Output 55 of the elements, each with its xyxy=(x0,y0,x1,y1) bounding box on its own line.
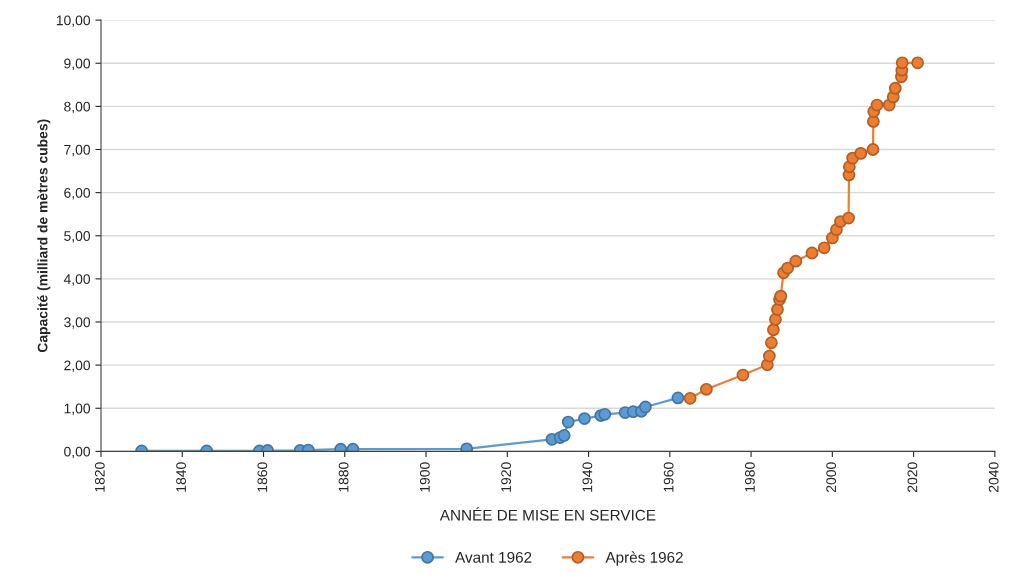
x-tick-label: 1960 xyxy=(663,462,674,492)
y-tick-label: 8,00 xyxy=(64,101,91,114)
point xyxy=(769,313,782,326)
point xyxy=(460,442,474,452)
point xyxy=(789,254,803,268)
point xyxy=(764,336,778,350)
x-tick-label: 1820 xyxy=(94,462,105,492)
x-tick-label: 1860 xyxy=(257,462,268,492)
point xyxy=(817,241,831,255)
point xyxy=(557,429,571,442)
x-tick-label: 2040 xyxy=(988,462,999,492)
point xyxy=(334,442,348,452)
x-tick-label: 1880 xyxy=(338,462,349,492)
point xyxy=(699,382,713,396)
y-axis-title: Capacité (milliard de mètres cubes) xyxy=(37,119,51,353)
y-tick-label: 0,00 xyxy=(64,446,91,459)
point xyxy=(870,98,884,112)
point xyxy=(346,442,360,452)
y-tick-label: 10,00 xyxy=(56,15,91,27)
point xyxy=(683,391,697,405)
x-tick-label: 2020 xyxy=(907,462,918,492)
y-tick-label: 3,00 xyxy=(64,317,91,329)
point xyxy=(866,143,880,156)
y-tick-label: 4,00 xyxy=(63,274,91,286)
point xyxy=(598,407,612,421)
point xyxy=(671,391,685,405)
point xyxy=(911,56,925,70)
point xyxy=(781,261,795,275)
point xyxy=(774,289,788,303)
point xyxy=(561,415,575,429)
point xyxy=(805,246,819,260)
legend-label: Avant 1962 xyxy=(455,551,532,563)
point xyxy=(854,146,868,160)
point xyxy=(762,349,776,363)
point xyxy=(895,56,909,70)
y-tick-label: 6,00 xyxy=(64,187,91,200)
point xyxy=(578,412,591,425)
y-tick-label: 7,00 xyxy=(64,144,91,157)
x-tick-label: 1920 xyxy=(501,462,512,492)
y-tick-label: 5,00 xyxy=(64,231,91,243)
point xyxy=(842,211,855,225)
x-tick-label: 1940 xyxy=(582,462,593,492)
point xyxy=(767,323,780,337)
legend-label: Après 1962 xyxy=(605,551,683,566)
x-tick-label: 1900 xyxy=(419,462,430,492)
x-axis-title: ANNÉE DE MISE EN SERVICE xyxy=(439,507,656,521)
x-tick-label: 1840 xyxy=(176,462,186,492)
point xyxy=(736,368,750,382)
point xyxy=(639,400,652,414)
x-tick-label: 1980 xyxy=(744,462,755,492)
point xyxy=(888,81,902,95)
y-tick-label: 2,00 xyxy=(64,360,91,372)
y-tick-label: 1,00 xyxy=(64,403,91,416)
x-tick-label: 2000 xyxy=(826,462,837,492)
y-tick-label: 9,00 xyxy=(64,58,91,71)
